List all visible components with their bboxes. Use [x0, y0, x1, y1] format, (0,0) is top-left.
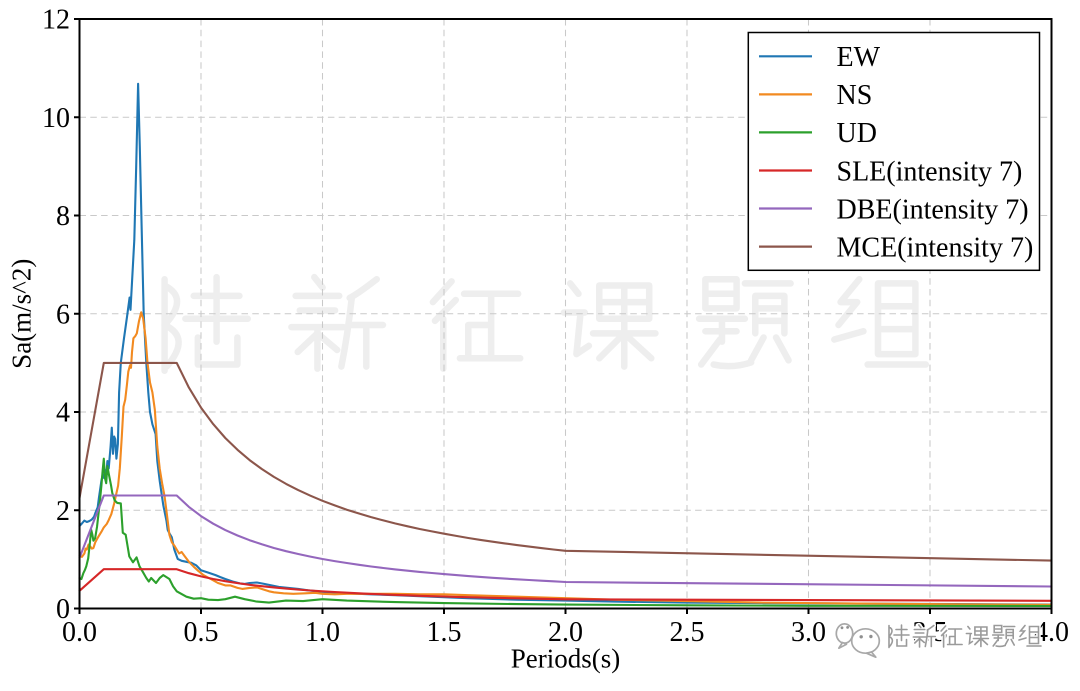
svg-text:10: 10 [42, 103, 70, 134]
svg-text:MCE(intensity 7): MCE(intensity 7) [837, 232, 1034, 263]
svg-text:NS: NS [837, 80, 873, 111]
svg-text:2: 2 [56, 496, 70, 527]
svg-text:1.5: 1.5 [427, 617, 462, 648]
svg-text:0.5: 0.5 [184, 617, 219, 648]
svg-text:2.5: 2.5 [670, 617, 705, 648]
svg-text:8: 8 [56, 201, 70, 232]
svg-text:12: 12 [42, 5, 70, 36]
svg-text:2.0: 2.0 [548, 617, 583, 648]
svg-text:3.0: 3.0 [791, 617, 826, 648]
svg-text:0.0: 0.0 [62, 617, 97, 648]
svg-text:DBE(intensity 7): DBE(intensity 7) [837, 194, 1029, 225]
svg-text:Sa(m/s^2): Sa(m/s^2) [7, 259, 37, 369]
svg-text:EW: EW [837, 42, 881, 73]
svg-text:UD: UD [837, 118, 877, 149]
svg-text:Periods(s): Periods(s) [511, 644, 621, 674]
svg-text:4: 4 [56, 398, 70, 429]
svg-text:1.0: 1.0 [305, 617, 340, 648]
svg-text:SLE(intensity 7): SLE(intensity 7) [837, 156, 1023, 187]
svg-text:6: 6 [56, 299, 70, 330]
svg-text:0: 0 [56, 594, 70, 625]
